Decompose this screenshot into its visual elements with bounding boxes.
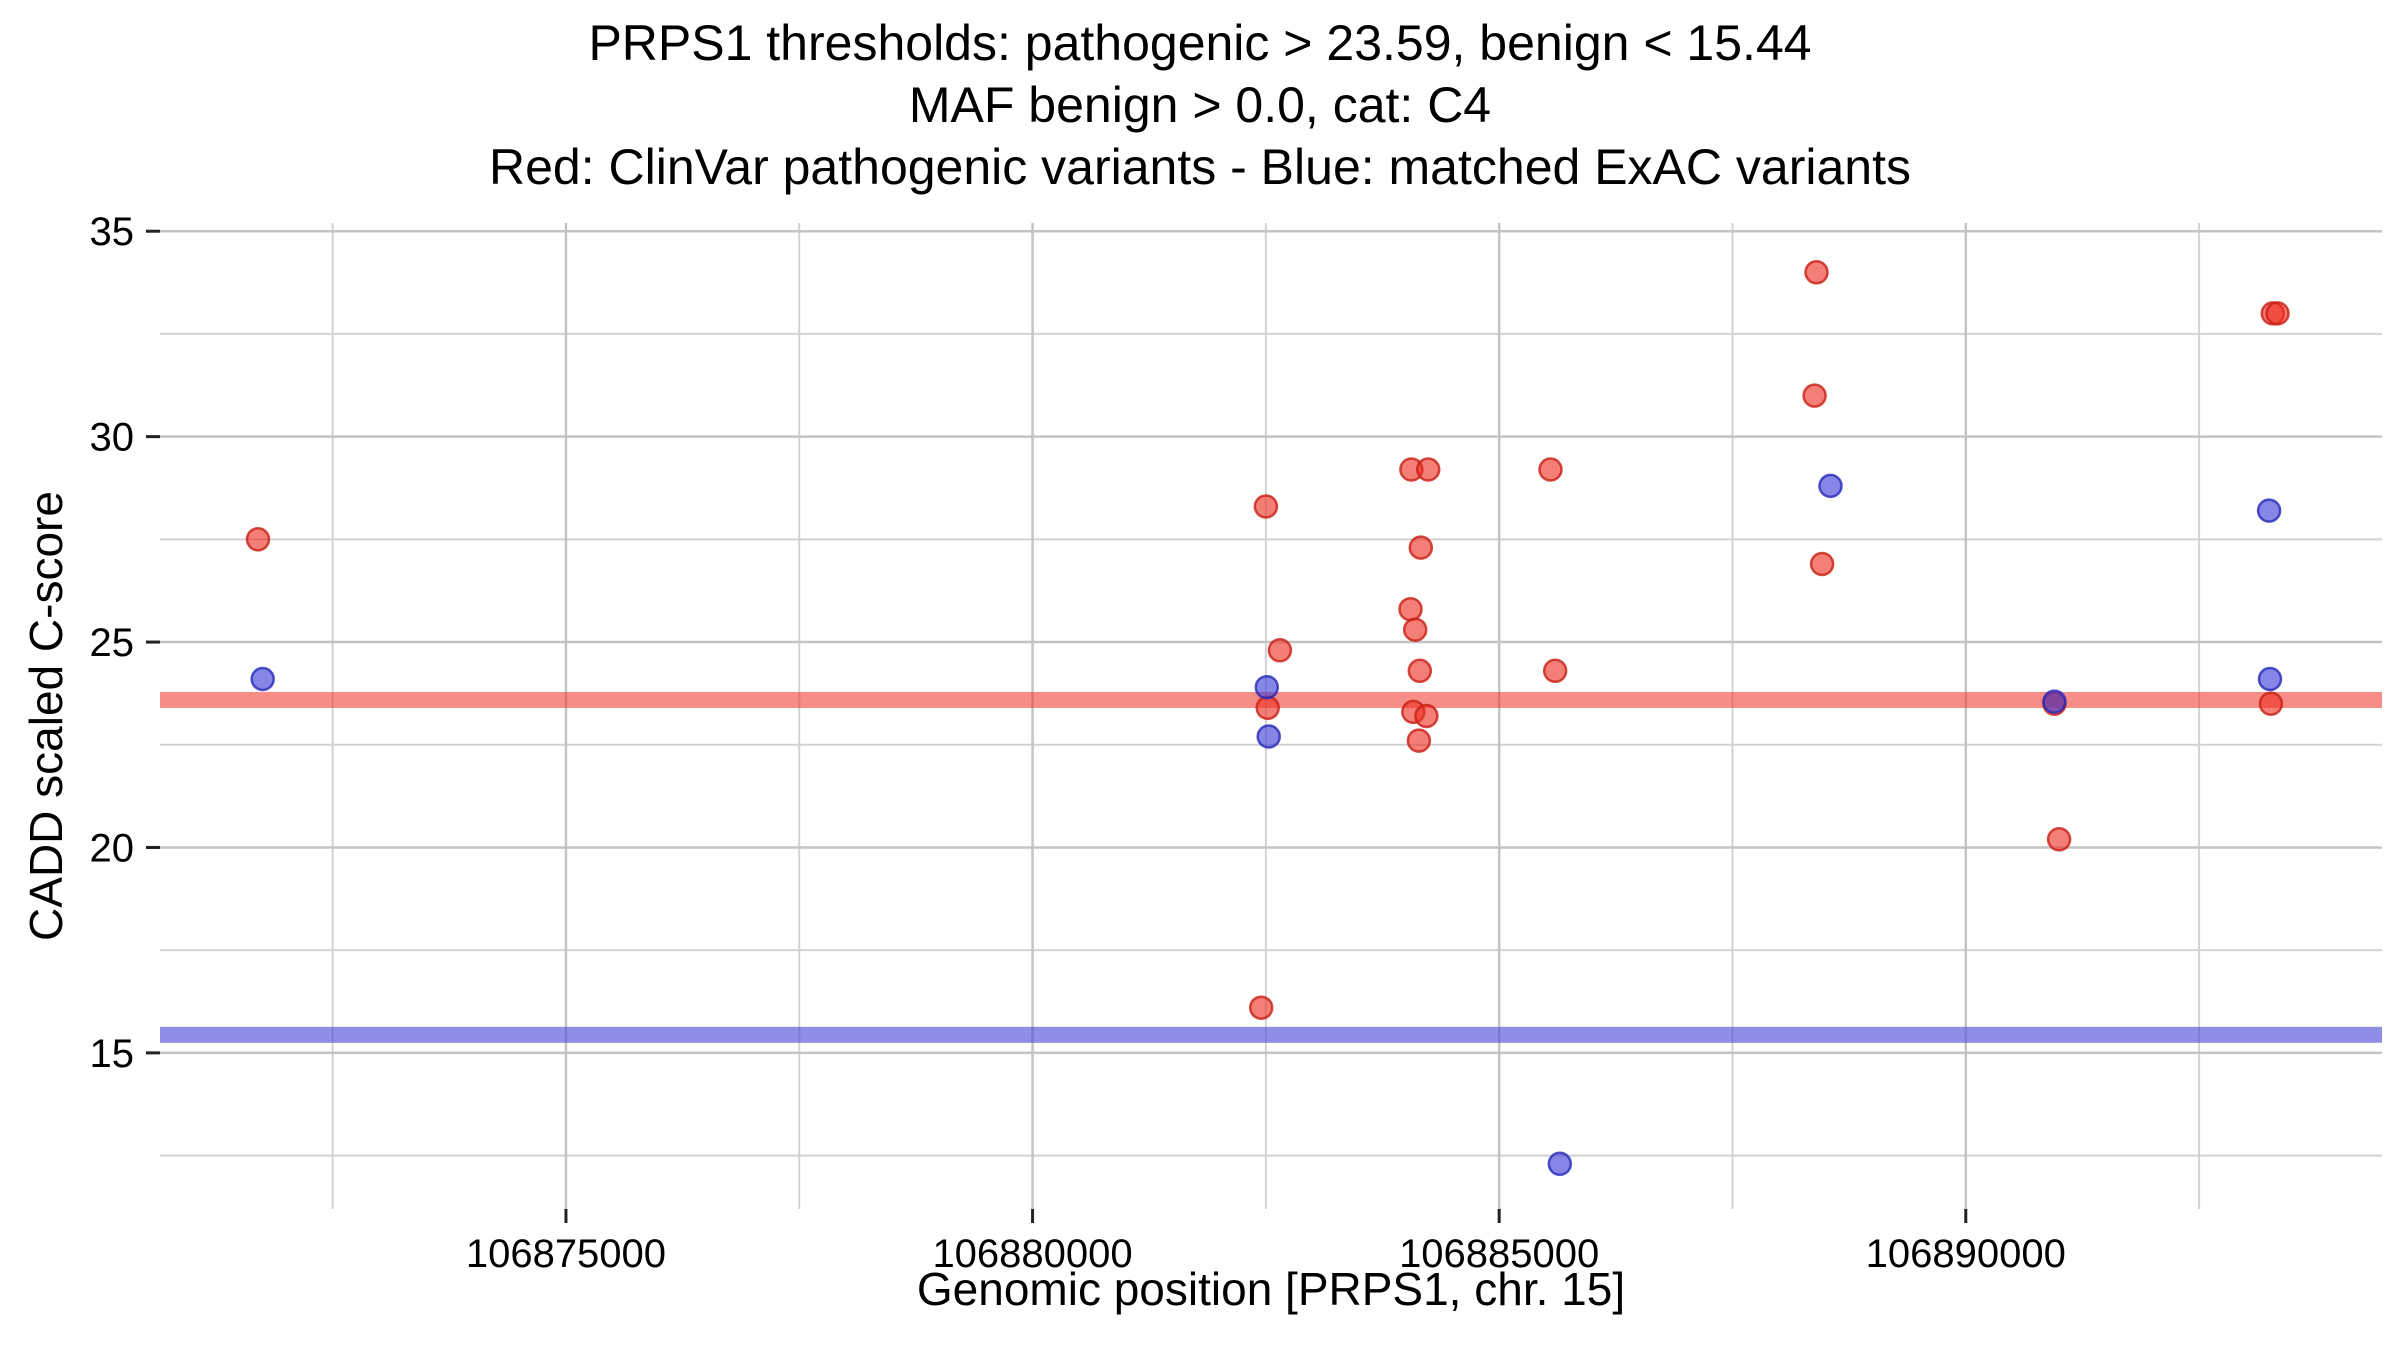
point-clinvar-pathogenic (1414, 703, 1439, 729)
point-clinvar-pathogenic (2046, 827, 2072, 852)
x-tick-label: 106890000 (1866, 1232, 2066, 1276)
point-exac-matched (1818, 473, 1843, 499)
x-axis-label: Genomic position [PRPS1, chr. 15] (916, 1263, 1626, 1315)
point-exac-matched (2256, 498, 2282, 523)
point-clinvar-pathogenic (1408, 535, 1434, 560)
point-clinvar-pathogenic (1253, 494, 1279, 519)
point-exac-matched (250, 666, 275, 692)
y-tick-label: 30 (90, 416, 135, 460)
point-exac-matched (2257, 666, 2283, 692)
title-line-1: PRPS1 thresholds: pathogenic > 23.59, be… (588, 15, 1812, 71)
point-clinvar-pathogenic (2265, 301, 2290, 326)
series-exac-matched (250, 473, 2283, 1177)
point-exac-matched (1256, 724, 1281, 749)
x-tick-label: 106885000 (1399, 1232, 1599, 1276)
point-clinvar-pathogenic (2258, 691, 2284, 716)
x-tick-label: 106875000 (466, 1232, 666, 1276)
point-clinvar-pathogenic (1248, 995, 1274, 1020)
series-clinvar-pathogenic (245, 260, 2290, 1020)
point-clinvar-pathogenic (1402, 617, 1428, 642)
y-tick-label: 20 (90, 826, 135, 870)
axes: 15 20 25 30 35 106875000 106880000 106885000 106… (90, 210, 2066, 1276)
x-tick-label: 106880000 (932, 1232, 1132, 1276)
point-clinvar-pathogenic (1802, 383, 1827, 408)
y-tick-label: 15 (90, 1032, 135, 1076)
y-axis-label: CADD scaled C-score (20, 491, 72, 941)
point-exac-matched (2042, 689, 2067, 714)
y-tick-label: 35 (90, 210, 135, 254)
point-clinvar-pathogenic (1538, 457, 1563, 482)
point-exac-matched (1547, 1151, 1573, 1177)
point-clinvar-pathogenic (1804, 260, 1829, 285)
chart-title: PRPS1 thresholds: pathogenic > 23.59, be… (0, 12, 2400, 198)
y-tick-label: 25 (90, 621, 135, 665)
title-line-3: Red: ClinVar pathogenic variants - Blue:… (489, 139, 1911, 195)
point-clinvar-pathogenic (1398, 596, 1423, 622)
point-clinvar-pathogenic (1406, 728, 1432, 753)
benign-threshold-band (160, 1026, 2382, 1043)
point-exac-matched (1254, 674, 1280, 700)
point-clinvar-pathogenic (1267, 638, 1293, 663)
point-clinvar-pathogenic (1415, 457, 1441, 482)
point-clinvar-pathogenic (1255, 695, 1280, 721)
point-clinvar-pathogenic (1407, 658, 1433, 684)
title-line-2: MAF benign > 0.0, cat: C4 (908, 77, 1492, 133)
point-clinvar-pathogenic (245, 527, 271, 552)
point-clinvar-pathogenic (1542, 658, 1568, 684)
point-clinvar-pathogenic (1809, 551, 1835, 577)
